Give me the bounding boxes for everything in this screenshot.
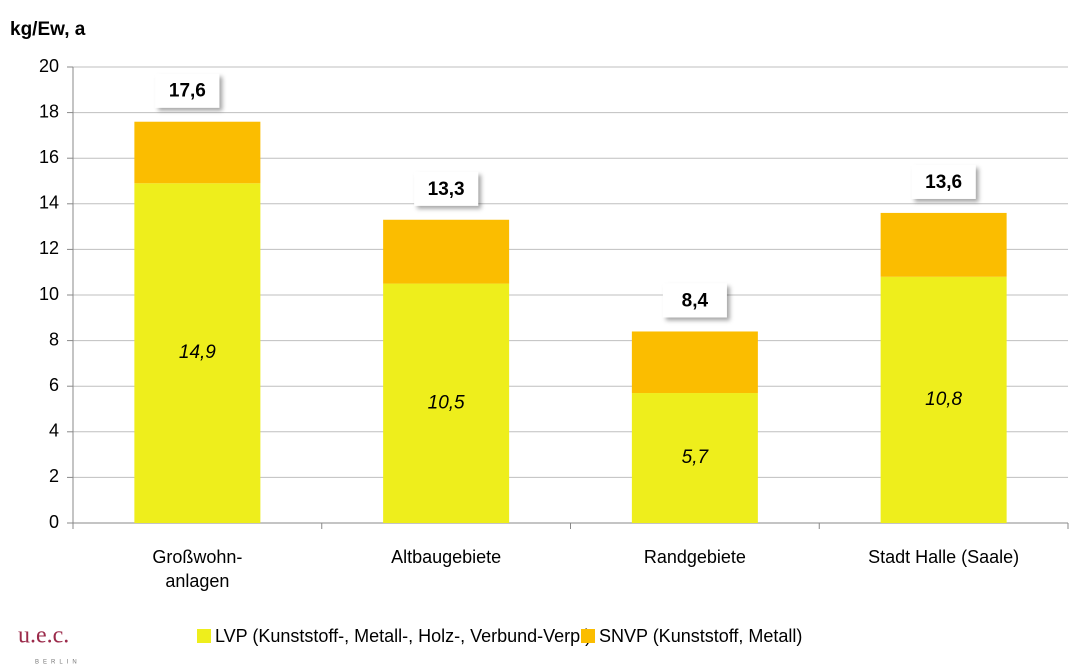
y-tick-label: 18 — [39, 101, 59, 121]
y-tick-label: 16 — [39, 147, 59, 167]
total-label-box — [414, 171, 479, 206]
y-tick-label: 4 — [49, 421, 59, 441]
bar-segment — [383, 219, 510, 284]
total-label: 13,6 — [925, 172, 962, 193]
legend-label: SNVP (Kunststoff, Metall) — [599, 626, 802, 646]
bar-segment — [880, 276, 1007, 523]
y-tick-label: 6 — [49, 375, 59, 395]
legend-label: LVP (Kunststoff-, Metall-, Holz-, Verbun… — [215, 626, 591, 646]
legend-swatch — [581, 629, 595, 643]
x-tick-label: Stadt Halle (Saale) — [868, 547, 1020, 567]
bar-segment — [631, 331, 758, 394]
total-label: 8,4 — [682, 290, 709, 311]
value-label: 14,9 — [179, 342, 216, 363]
logo: u.e.c. — [18, 623, 69, 649]
x-tick-label: Randgebiete — [643, 547, 746, 567]
bar-segment — [134, 183, 261, 523]
legend-swatch — [197, 629, 211, 643]
value-label: 5,7 — [682, 447, 710, 468]
y-axis-title: kg/Ew, a — [10, 19, 86, 40]
total-label: 17,6 — [169, 81, 206, 102]
y-tick-label: 0 — [49, 512, 59, 532]
total-label-box — [662, 283, 727, 318]
y-tick-label: 12 — [39, 238, 59, 258]
value-label: 10,5 — [428, 392, 465, 413]
y-tick-label: 10 — [39, 284, 59, 304]
y-tick-label: 20 — [39, 56, 59, 76]
total-label-box — [155, 73, 220, 108]
bar-segment — [383, 283, 510, 523]
y-tick-label: 8 — [49, 329, 59, 349]
logo-subtext: BERLIN — [35, 660, 81, 666]
total-label-box — [911, 164, 976, 199]
x-tick-label: Großwohn- anlagen — [152, 547, 243, 591]
y-tick-label: 2 — [49, 466, 59, 486]
bar-segment — [631, 393, 758, 523]
bar-segment — [134, 121, 261, 184]
bar-segment — [880, 212, 1007, 277]
y-tick-label: 14 — [39, 193, 59, 213]
value-label: 10,8 — [925, 389, 962, 410]
total-label: 13,3 — [428, 179, 465, 200]
x-tick-label: Altbaugebiete — [391, 547, 502, 567]
